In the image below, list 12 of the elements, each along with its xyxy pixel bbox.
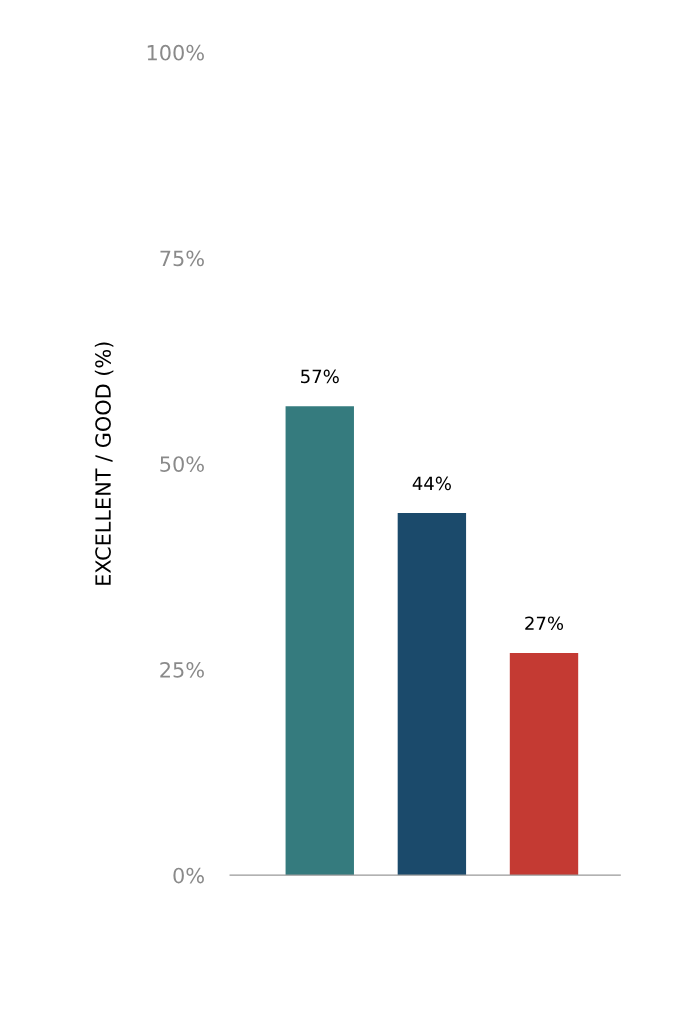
- bar: [285, 406, 354, 876]
- y-tick-label: 50%: [160, 456, 204, 472]
- data-label: 57%: [301, 369, 339, 384]
- y-tick-label: 25%: [160, 661, 204, 678]
- y-tick-label: 100%: [147, 44, 204, 61]
- data-label: 44%: [412, 476, 451, 491]
- y-tick-label: 0%: [173, 867, 204, 884]
- bar: [509, 653, 579, 876]
- data-label: 27%: [525, 616, 564, 631]
- y-tick-label: 75%: [160, 250, 204, 267]
- bar: [397, 513, 467, 876]
- y-axis-title: EXCELLENT / GOOD (%): [94, 342, 114, 585]
